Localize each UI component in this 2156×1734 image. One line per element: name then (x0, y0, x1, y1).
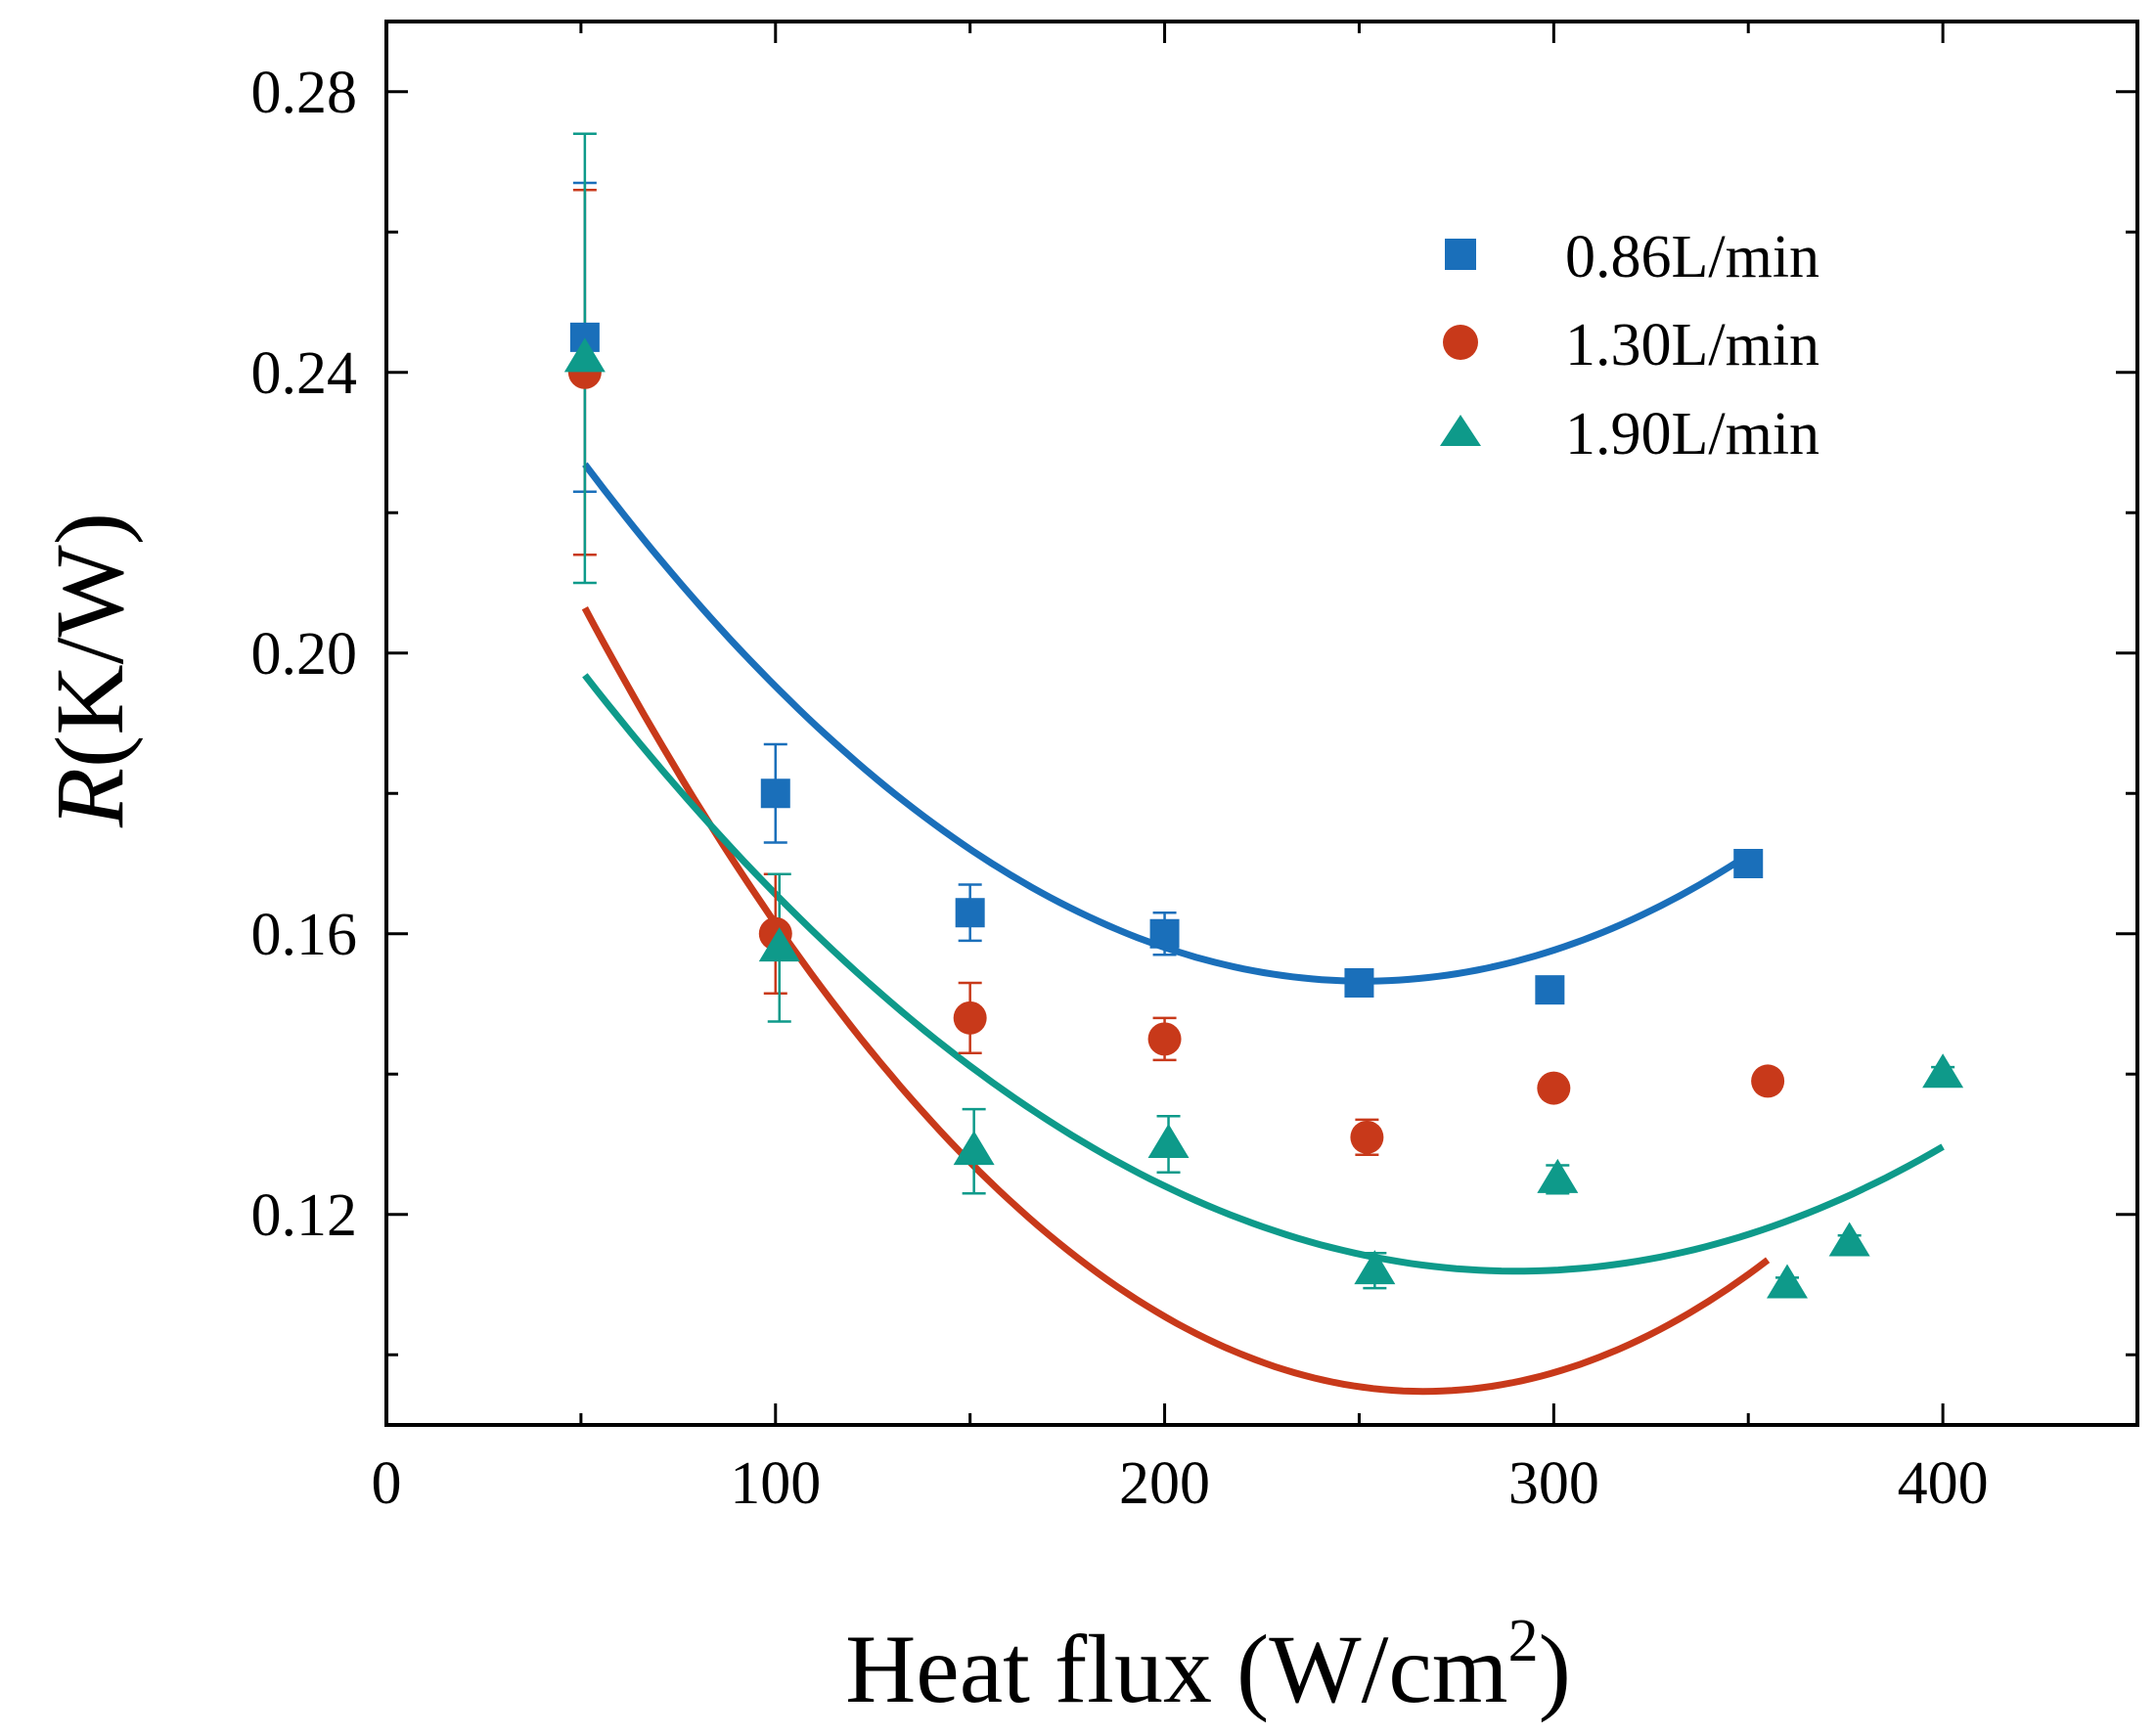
x-tick-label: 200 (1119, 1450, 1210, 1517)
data-point-square (1344, 967, 1374, 998)
x-axis-title-main: Heat flux (W/cm (845, 1615, 1508, 1723)
axis-ticks (384, 22, 2137, 1425)
y-axis-title-unit: (K/W) (35, 512, 144, 768)
y-tick-label: 0.16 (251, 902, 358, 968)
y-tick-label: 0.12 (251, 1182, 358, 1249)
data-point-triangle (1767, 1264, 1808, 1299)
data-point-square (1733, 849, 1764, 878)
data-point-square (955, 898, 985, 928)
y-tick-label: 0.24 (251, 340, 358, 407)
x-axis-title-close: ) (1539, 1615, 1571, 1723)
data-point-triangle (563, 337, 606, 373)
y-axis-title-variable: R (35, 768, 144, 828)
y-tick-label: 0.28 (251, 60, 358, 126)
data-point-triangle (1537, 1158, 1579, 1193)
data-point-triangle (1147, 1124, 1190, 1158)
data-point-circle (1350, 1120, 1384, 1154)
data-point-triangle (758, 927, 800, 962)
data-point-triangle (953, 1131, 995, 1166)
data-point-square (1149, 918, 1180, 949)
data-point-circle (953, 1000, 987, 1035)
legend-label-1.30: 1.30L/min (1565, 312, 1819, 378)
tick-labels: 0 100 200 300 400 0.12 0.16 0.20 0.24 0.28 (251, 60, 1989, 1517)
legend-item-0.86: 0.86L/min (1445, 224, 1819, 290)
legend-label-1.90: 1.90L/min (1565, 401, 1819, 467)
x-tick-label: 0 (372, 1450, 402, 1517)
x-tick-label: 400 (1898, 1450, 1989, 1517)
data-point-circle (1147, 1022, 1182, 1056)
legend: 0.86L/min 1.30L/min 1.90L/min (1440, 224, 1819, 467)
x-tick-label: 300 (1508, 1450, 1599, 1517)
legend-item-1.90: 1.90L/min (1440, 401, 1819, 467)
x-tick-label: 100 (730, 1450, 821, 1517)
plot-frame (384, 20, 2139, 1427)
x-axis-title-superscript: 2 (1508, 1608, 1539, 1674)
data-point-square (760, 778, 790, 809)
fit-curve-series-2 (582, 673, 1945, 1275)
data-markers (563, 322, 1964, 1299)
legend-circle-marker (1443, 325, 1478, 360)
data-point-circle (1751, 1064, 1785, 1098)
y-tick-label: 0.20 (251, 621, 358, 688)
legend-item-1.30: 1.30L/min (1443, 312, 1819, 378)
y-axis-title: R(K/W) (35, 512, 144, 828)
data-point-circle (1537, 1071, 1571, 1105)
data-point-triangle (1354, 1250, 1396, 1285)
x-axis-title: Heat flux (W/cm2) (845, 1608, 1571, 1723)
legend-square-marker (1445, 239, 1476, 270)
data-point-triangle (1922, 1053, 1964, 1089)
data-point-square (1535, 975, 1565, 1005)
legend-triangle-marker (1440, 415, 1481, 446)
legend-label-0.86: 0.86L/min (1565, 224, 1819, 290)
data-point-triangle (1828, 1222, 1870, 1257)
